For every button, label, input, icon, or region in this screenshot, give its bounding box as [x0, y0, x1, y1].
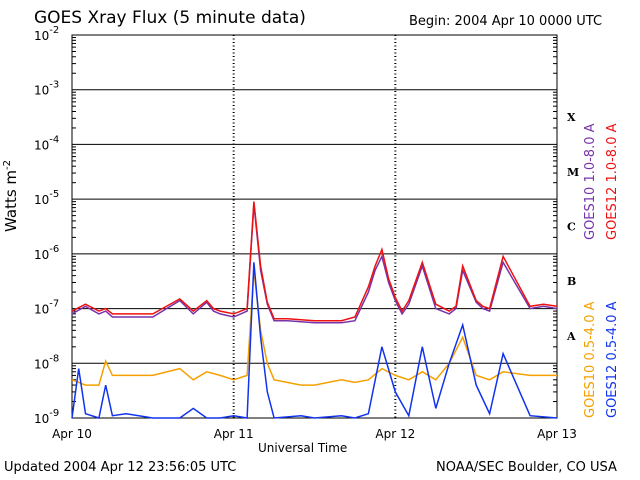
credit-label: NOAA/SEC Boulder, CO USA: [436, 460, 617, 475]
y-tick-label: 10-3: [34, 80, 59, 98]
y-tick-label: 10-8: [34, 353, 59, 371]
x-axis-label: Universal Time: [258, 441, 348, 455]
legend-goes10-short: GOES10 0.5-4.0 A: [583, 301, 598, 418]
y-tick-label: 10-7: [34, 299, 59, 317]
updated-timestamp: Updated 2004 Apr 12 23:56:05 UTC: [4, 460, 237, 475]
x-tick-label: Apr 13: [537, 427, 577, 441]
chart-title: GOES Xray Flux (5 minute data): [34, 8, 306, 28]
flare-class-label: M: [567, 166, 579, 179]
series-line-3: [71, 262, 558, 419]
flare-class-label: B: [567, 275, 576, 288]
legend-goes12-short: GOES12 0.5-4.0 A: [605, 301, 620, 418]
begin-time-label: Begin: 2004 Apr 10 0000 UTC: [409, 14, 603, 29]
y-tick-label: 10-4: [34, 134, 59, 152]
x-tick-label: Apr 11: [214, 427, 254, 441]
legend-goes12-long: GOES12 1.0-8.0 A: [605, 123, 620, 240]
y-tick-label: 10-5: [34, 189, 59, 207]
x-tick-label: Apr 10: [52, 427, 92, 441]
y-tick-label: 10-9: [34, 408, 59, 426]
series-line-1: [71, 201, 558, 322]
flare-class-label: A: [566, 330, 576, 343]
y-axis-label: Watts m-2: [2, 159, 20, 232]
x-tick-label: Apr 12: [375, 427, 415, 441]
y-tick-label: 10-2: [34, 25, 59, 43]
series-line-2: [71, 270, 557, 386]
y-tick-label: 10-6: [34, 244, 59, 262]
legend-goes10-long: GOES10 1.0-8.0 A: [583, 123, 598, 240]
series-line-0: [71, 204, 558, 324]
plot-frame: [71, 34, 558, 419]
flare-class-label: X: [567, 111, 576, 124]
flare-class-label: C: [567, 221, 576, 234]
